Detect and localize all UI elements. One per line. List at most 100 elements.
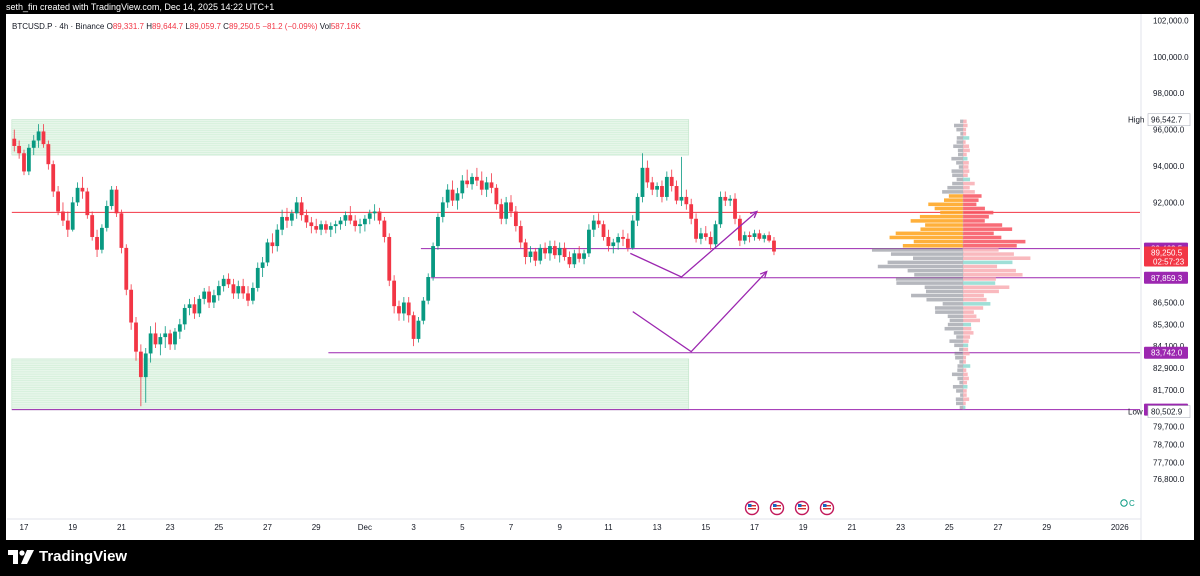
candle[interactable] <box>650 176 655 196</box>
candle[interactable] <box>65 211 70 237</box>
candle[interactable] <box>41 124 46 148</box>
candle[interactable] <box>56 186 60 216</box>
candle[interactable] <box>689 198 694 225</box>
candle[interactable] <box>148 326 153 363</box>
us-flag-icon[interactable] <box>744 500 760 516</box>
us-flag-icon[interactable] <box>769 500 785 516</box>
candle[interactable] <box>426 273 431 305</box>
candle[interactable] <box>509 195 513 217</box>
candle[interactable] <box>270 233 275 254</box>
candle[interactable] <box>465 169 470 188</box>
candle[interactable] <box>733 193 737 225</box>
chart-panel[interactable] <box>6 14 1194 540</box>
candle[interactable] <box>572 249 577 268</box>
candle[interactable] <box>587 224 591 257</box>
candle[interactable] <box>747 231 752 243</box>
candle[interactable] <box>358 218 362 234</box>
candle[interactable] <box>591 215 596 237</box>
candle[interactable] <box>513 206 518 232</box>
candle[interactable] <box>338 216 343 230</box>
candle[interactable] <box>538 244 543 265</box>
candle[interactable] <box>767 231 772 243</box>
candle[interactable] <box>660 180 664 203</box>
candle[interactable] <box>85 187 90 219</box>
candle[interactable] <box>61 202 65 227</box>
time-axis[interactable]: 17 19 21 23 25 27 29 Dec 3 5 7 9 11 13 15 17 19 21 23 25 27 2… <box>7 518 1141 532</box>
candle[interactable] <box>75 182 80 207</box>
candle[interactable] <box>212 289 216 308</box>
candle[interactable] <box>333 220 338 234</box>
candle[interactable] <box>601 220 606 241</box>
tradingview-logo[interactable]: TradingView <box>8 548 127 565</box>
candle[interactable] <box>606 229 611 252</box>
candle[interactable] <box>528 246 533 263</box>
candle[interactable] <box>397 300 401 321</box>
candle[interactable] <box>280 209 285 236</box>
candle[interactable] <box>104 200 109 232</box>
candle[interactable] <box>582 249 586 265</box>
candle[interactable] <box>163 326 168 348</box>
candle[interactable] <box>226 273 231 288</box>
candle[interactable] <box>260 257 265 278</box>
candle[interactable] <box>762 233 767 243</box>
candle[interactable] <box>728 195 733 207</box>
candle[interactable] <box>401 297 406 321</box>
candle[interactable] <box>309 216 314 234</box>
candle[interactable] <box>250 282 255 305</box>
candle[interactable] <box>143 348 148 403</box>
candle[interactable] <box>742 231 747 245</box>
candle[interactable] <box>265 238 270 267</box>
candle[interactable] <box>294 196 299 219</box>
candle[interactable] <box>752 229 757 241</box>
candle[interactable] <box>289 209 294 227</box>
candle[interactable] <box>703 226 708 241</box>
candle[interactable] <box>723 191 728 207</box>
candle[interactable] <box>367 209 372 225</box>
candle[interactable] <box>124 244 129 296</box>
candle[interactable] <box>557 242 562 263</box>
candle[interactable] <box>22 149 26 176</box>
candle[interactable] <box>416 317 421 343</box>
economic-events[interactable] <box>744 500 835 516</box>
candle[interactable] <box>231 278 236 299</box>
candle[interactable] <box>26 144 31 176</box>
candle[interactable] <box>177 318 182 339</box>
candle[interactable] <box>304 209 309 228</box>
candle[interactable] <box>343 211 348 227</box>
candle[interactable] <box>392 275 397 314</box>
candle[interactable] <box>499 198 504 225</box>
candle[interactable] <box>12 129 17 152</box>
candle[interactable] <box>285 207 289 228</box>
candle[interactable] <box>382 216 387 243</box>
candle[interactable] <box>387 233 392 287</box>
candle[interactable] <box>494 184 499 210</box>
candle[interactable] <box>699 227 703 245</box>
candle[interactable] <box>216 280 221 301</box>
candle[interactable] <box>489 173 494 194</box>
candle[interactable] <box>377 207 382 225</box>
candle[interactable] <box>100 224 104 254</box>
us-flag-icon[interactable] <box>819 500 835 516</box>
candle[interactable] <box>625 233 630 252</box>
candle[interactable] <box>314 218 319 234</box>
candle[interactable] <box>450 180 455 207</box>
candle[interactable] <box>299 196 304 221</box>
candle[interactable] <box>353 215 358 232</box>
candle[interactable] <box>679 156 684 207</box>
candle[interactable] <box>182 304 187 330</box>
candle[interactable] <box>757 229 762 241</box>
candle[interactable] <box>718 191 723 228</box>
candle[interactable] <box>475 167 479 187</box>
candle[interactable] <box>655 182 659 197</box>
candle[interactable] <box>470 173 474 190</box>
candle[interactable] <box>246 286 250 307</box>
candle[interactable] <box>70 196 75 232</box>
candle[interactable] <box>504 196 509 225</box>
candle[interactable] <box>479 171 484 196</box>
candle[interactable] <box>596 213 601 228</box>
candle[interactable] <box>406 297 411 323</box>
candle[interactable] <box>460 175 465 199</box>
candle[interactable] <box>187 298 192 316</box>
candle[interactable] <box>630 215 635 250</box>
